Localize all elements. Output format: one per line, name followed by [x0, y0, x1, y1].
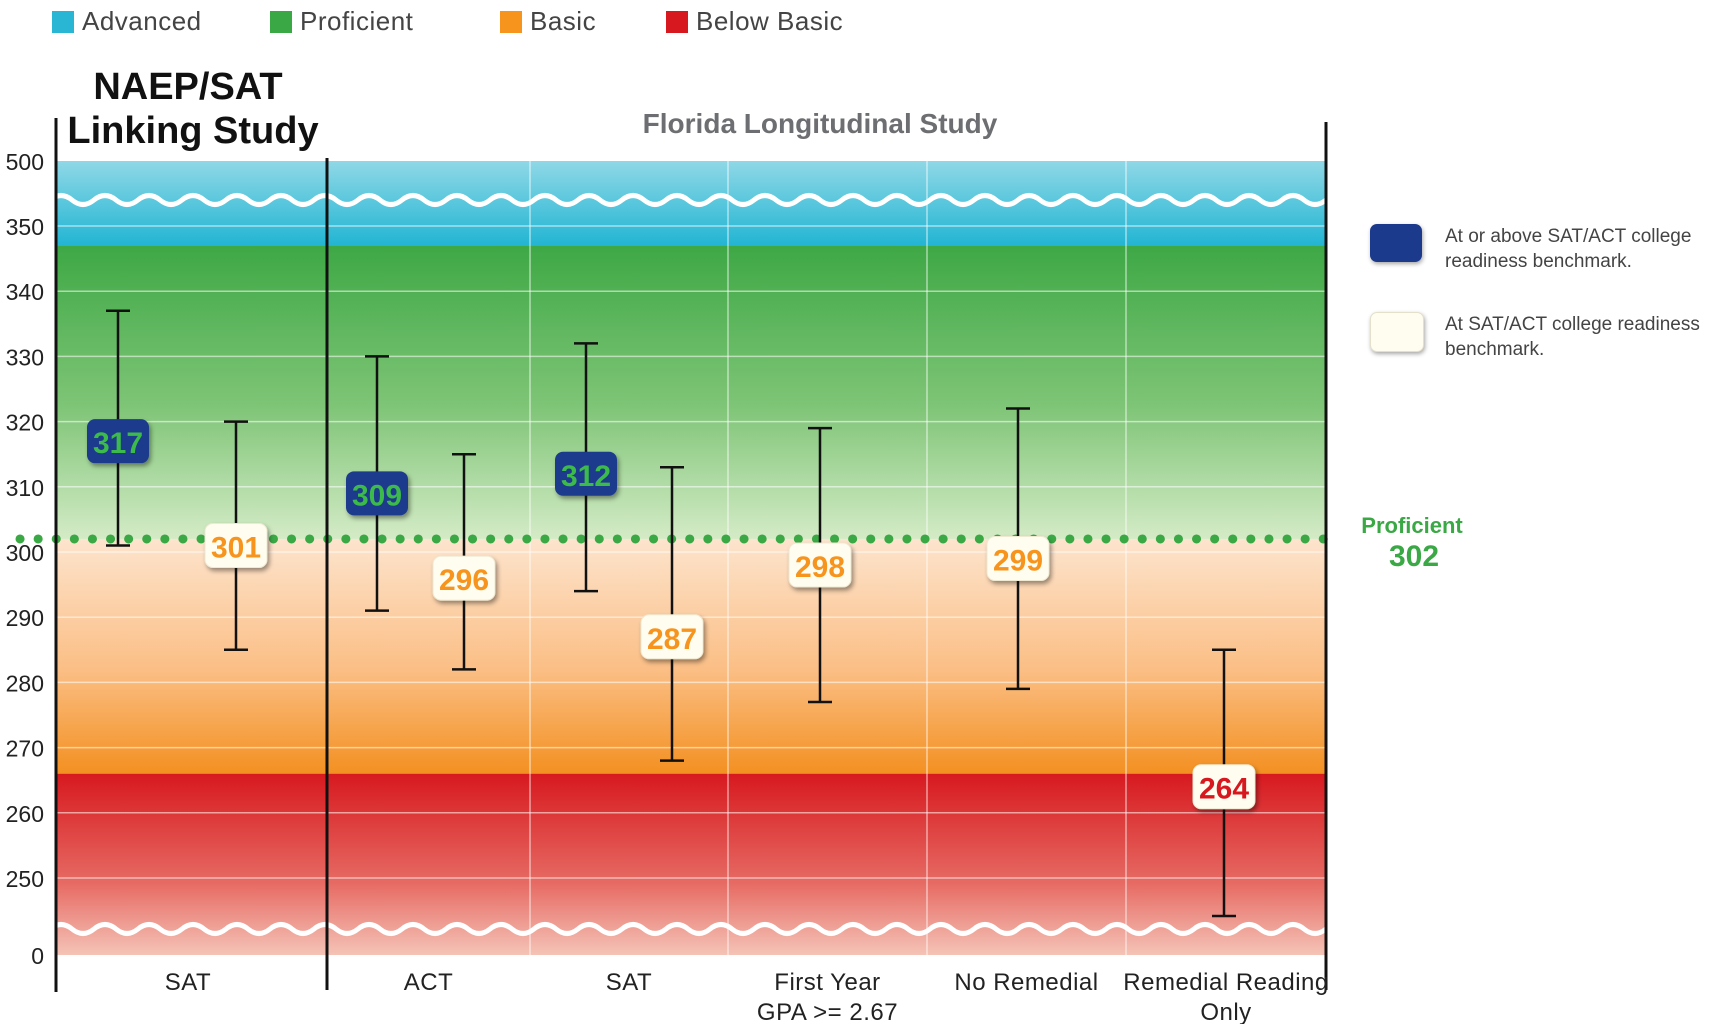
value-marker-label: 317: [93, 427, 143, 460]
x-tick-label: Remedial Reading: [1123, 969, 1328, 996]
navy-square-icon: [1370, 224, 1422, 262]
category-legend: Advanced Proficient Basic Below Basic: [52, 6, 952, 40]
legend-item-advanced: Advanced: [52, 6, 202, 37]
y-tick-label: 500: [6, 149, 44, 175]
value-marker-box: [1192, 764, 1256, 810]
y-tick-label: 350: [6, 214, 44, 240]
y-tick-label: 260: [6, 801, 44, 827]
axis-break-waves: [4, 193, 1372, 936]
legend-label: Advanced: [82, 6, 202, 36]
axis-break-wave: [4, 193, 1372, 207]
band-proficient: [56, 245, 1326, 539]
panel-title-naep-sat-line2: Linking Study: [67, 110, 318, 152]
advanced-swatch-icon: [52, 10, 74, 33]
value-marker-box: [432, 555, 496, 601]
y-tick-label: 330: [6, 344, 44, 370]
panel-title-naep-sat: NAEP/SAT: [93, 66, 282, 108]
legend-item-proficient: Proficient: [270, 6, 413, 37]
proficient-swatch-icon: [270, 10, 292, 33]
legend-at-benchmark: At SAT/ACT college readiness benchmark.: [1370, 312, 1710, 382]
value-marker-label: 264: [1199, 773, 1249, 806]
cream-square-icon: [1370, 312, 1424, 352]
proficient-value: 302: [1389, 540, 1439, 573]
y-tick-label: 310: [6, 475, 44, 501]
value-marker-box: [204, 522, 268, 568]
value-marker-box: [640, 614, 704, 660]
x-axis-labels: SAT ACT SAT First Year GPA >= 2.67 No Remedia…: [165, 969, 1328, 1024]
x-tick-label-line2: GPA >= 2.67: [757, 999, 898, 1024]
panel-title-florida: Florida Longitudinal Study: [643, 108, 998, 139]
value-markers: 317 301 309 296 312 287 298 299 264: [87, 419, 1256, 810]
proficient-label: Proficient: [1361, 513, 1463, 538]
x-tick-label: SAT: [606, 969, 652, 996]
performance-bands: [56, 161, 1326, 955]
axis-break-wave: [4, 922, 1372, 936]
value-marker-label: 312: [561, 460, 611, 493]
legend-item-basic: Basic: [500, 6, 596, 37]
x-tick-label: First Year: [774, 969, 880, 996]
value-marker-label: 299: [993, 545, 1043, 578]
value-marker-box: [788, 542, 852, 588]
y-tick-label: 340: [6, 279, 44, 305]
x-tick-label-line2: Only: [1200, 999, 1251, 1024]
x-tick-label: SAT: [165, 969, 211, 996]
y-tick-label: 290: [6, 605, 44, 631]
value-marker-box: [87, 419, 149, 464]
y-tick-label: 320: [6, 410, 44, 436]
legend-above-benchmark: At or above SAT/ACT college readiness be…: [1370, 224, 1710, 294]
value-marker-box: [555, 451, 617, 496]
y-tick-label: 0: [31, 943, 44, 969]
value-marker-label: 301: [211, 531, 261, 564]
legend-label: Basic: [530, 6, 597, 36]
below-basic-swatch-icon: [666, 10, 688, 33]
legend-label: Below Basic: [696, 6, 844, 36]
legend-above-label: At or above SAT/ACT college readiness be…: [1445, 226, 1692, 272]
value-marker-label: 296: [439, 564, 489, 597]
y-tick-label: 300: [6, 540, 44, 566]
axis-frame: [54, 118, 1328, 992]
legend-label: Proficient: [300, 6, 414, 36]
y-tick-label: 270: [6, 736, 44, 762]
value-marker-label: 309: [352, 479, 402, 512]
basic-swatch-icon: [500, 10, 522, 33]
y-tick-label: 250: [6, 866, 44, 892]
x-tick-label: No Remedial: [954, 969, 1098, 996]
y-axis-ticks: 500 350 340 330 320 310 300 290 280 270 260 250 0: [6, 149, 44, 969]
value-marker-box: [346, 471, 408, 516]
value-marker-label: 298: [795, 551, 845, 584]
x-tick-label: ACT: [404, 969, 454, 996]
y-tick-label: 280: [6, 670, 44, 696]
legend-item-below-basic: Below Basic: [666, 6, 843, 37]
value-marker-label: 287: [647, 623, 697, 656]
value-marker-box: [986, 536, 1050, 582]
legend-at-label: At SAT/ACT college readiness benchmark.: [1445, 314, 1700, 360]
gridlines: [56, 161, 1326, 955]
